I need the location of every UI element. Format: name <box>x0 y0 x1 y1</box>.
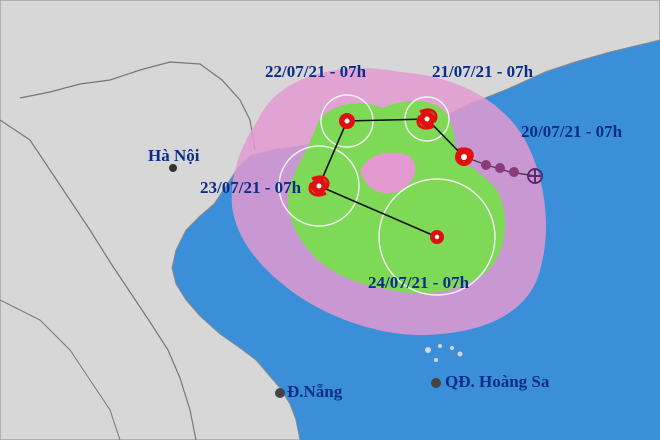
time-label-24-07: 24/07/21 - 07h <box>368 273 470 292</box>
time-label-23-07: 23/07/21 - 07h <box>200 178 302 197</box>
past-storm-icon <box>481 160 519 177</box>
border-line <box>19 61 256 151</box>
risk-cone-notch <box>360 152 416 194</box>
tropical-storm-icon <box>308 175 330 197</box>
past-storm-icon <box>527 168 543 184</box>
border-line <box>0 299 121 440</box>
hanoi-marker <box>169 164 177 172</box>
low-pressure-icon <box>339 113 355 129</box>
time-label-22-07: 22/07/21 - 07h <box>265 62 367 81</box>
border-line <box>0 119 197 440</box>
hoangsa-marker <box>431 378 441 388</box>
hoangsa-islands <box>425 344 463 362</box>
tropical-storm-icon <box>416 108 438 130</box>
danang-marker <box>275 388 285 398</box>
low-pressure-icon <box>430 230 444 244</box>
uncertainty-circles <box>278 94 496 296</box>
current-storm-icon <box>455 147 474 166</box>
time-label-21-07: 21/07/21 - 07h <box>432 62 534 81</box>
danang-label: Đ.Nẵng <box>287 382 343 401</box>
risk-cone-inner <box>288 101 506 294</box>
hanoi-label: Hà Nội <box>148 146 200 165</box>
time-label-20-07: 20/07/21 - 07h <box>521 122 623 141</box>
hoangsa-label: QĐ. Hoàng Sa <box>445 372 550 391</box>
